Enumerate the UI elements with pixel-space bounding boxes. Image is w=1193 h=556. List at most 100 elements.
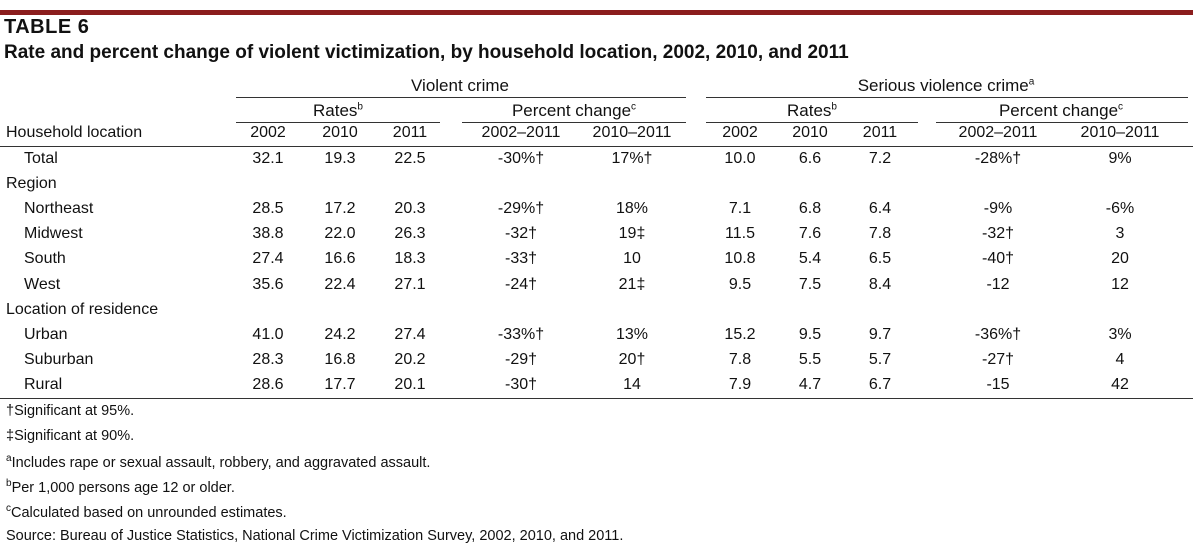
row-label: South	[24, 250, 66, 268]
column-header-2010: 2010	[322, 124, 358, 141]
table-cell: 19.3	[324, 150, 356, 167]
table-cell: 22.0	[324, 225, 356, 243]
table-cell: 18.3	[394, 250, 426, 268]
source-note: Source: Bureau of Justice Statistics, Na…	[6, 528, 624, 544]
table-cell: 6.4	[868, 200, 892, 218]
group-violent-crime: Violent crime	[411, 76, 509, 95]
table-row: Suburban 28.3 16.8 20.2 -29† 20† 7.8 5.5 5.7 -27†…	[0, 349, 1193, 374]
table-cell: 10.8	[724, 250, 756, 268]
table-cell: -33†	[504, 250, 538, 268]
table-number: TABLE 6	[4, 16, 90, 38]
table-cell: -33%†	[497, 325, 545, 343]
table-cell: 7.9	[728, 375, 752, 393]
table-cell: 14	[623, 375, 641, 393]
table-cell: 9.7	[868, 325, 892, 343]
footnote-significance-90: ‡Significant at 90%.	[6, 428, 135, 444]
table-cell: 11.5	[725, 225, 755, 243]
subgroup-pct-serious: Percent changec	[998, 101, 1124, 120]
row-label: Total	[24, 150, 58, 167]
table-cell: 27.1	[394, 275, 426, 293]
column-header-2011: 2011	[392, 124, 428, 141]
group-rule-serious	[706, 97, 1188, 98]
table-cell: -27†	[981, 350, 1015, 368]
table-row: Rural 28.6 17.7 20.1 -30† 14 7.9 4.7 6.7 -15 42	[0, 374, 1193, 399]
group-serious-violence: Serious violence crimea	[857, 76, 1035, 95]
table-row: Total 32.1 19.3 22.5 -30%† 17%† 10.0 6.6 7.2 -28%…	[0, 148, 1193, 173]
table-row: Northeast 28.5 17.2 20.3 -29%† 18% 7.1 6.8 6.4 -9…	[0, 198, 1193, 223]
table-cell: 7.6	[798, 225, 822, 243]
footnote-significance-95: †Significant at 95%.	[6, 403, 135, 419]
column-header-2010-2011: 2010–2011	[1080, 124, 1160, 141]
table-title: Rate and percent change of violent victi…	[4, 42, 849, 63]
table-cell: 7.5	[798, 275, 822, 293]
table-cell: 15.2	[724, 325, 756, 343]
subgroup-pct-violent: Percent changec	[511, 101, 637, 120]
table-cell: 7.8	[868, 225, 892, 243]
table-cell: 9.5	[798, 325, 822, 343]
table-cell: 20.2	[394, 350, 426, 368]
table-cell: 28.6	[252, 375, 284, 393]
table-cell: -40†	[981, 250, 1015, 268]
table-cell: -32†	[981, 225, 1015, 243]
table-cell: -30†	[504, 375, 538, 393]
table-cell: 9.5	[728, 275, 752, 293]
top-accent-bar	[0, 10, 1193, 15]
section-row: Region	[0, 173, 1193, 198]
table-cell: -28%†	[974, 150, 1022, 167]
table-cell: 10	[623, 250, 641, 268]
table-cell: -24†	[504, 275, 538, 293]
table-cell: -12	[986, 275, 1010, 293]
column-header-location: Household location	[6, 124, 143, 141]
table-cell: 24.2	[324, 325, 356, 343]
footnote-b: bPer 1,000 persons age 12 or older.	[6, 478, 235, 496]
subgroup-rule	[236, 122, 440, 123]
table-cell: 28.5	[252, 200, 284, 218]
table-cell: 6.8	[798, 200, 822, 218]
subgroup-rule	[936, 122, 1188, 123]
table-cell: 6.5	[868, 250, 892, 268]
table-cell: 22.5	[394, 150, 426, 167]
table-row: Urban 41.0 24.2 27.4 -33%† 13% 15.2 9.5 9.7 -36%†…	[0, 324, 1193, 349]
table-cell: -36%†	[974, 325, 1022, 343]
section-row: Location of residence	[0, 299, 1193, 324]
table-cell: 8.4	[868, 275, 892, 293]
table-cell: 22.4	[324, 275, 356, 293]
table-cell: 7.1	[728, 200, 752, 218]
table-cell: 5.7	[868, 350, 892, 368]
row-label: Rural	[24, 375, 63, 393]
row-label: Urban	[24, 325, 68, 343]
table-row: South 27.4 16.6 18.3 -33† 10 10.8 5.4 6.5 -40† 20	[0, 248, 1193, 273]
table-cell: -29†	[504, 350, 538, 368]
table-cell: -29%†	[497, 200, 545, 218]
table-bottom-rule	[0, 398, 1193, 399]
subgroup-rates-violent: Ratesb	[313, 101, 363, 120]
table-cell: 20.1	[394, 375, 426, 393]
table-row: West 35.6 22.4 27.1 -24† 21‡ 9.5 7.5 8.4 -12 12	[0, 274, 1193, 299]
column-header-2002: 2002	[722, 124, 758, 141]
table-cell: 16.8	[324, 350, 356, 368]
column-header-2010-2011: 2010–2011	[592, 124, 672, 141]
row-label: West	[24, 275, 61, 293]
table-cell: 9%	[1108, 150, 1132, 167]
row-label: Midwest	[24, 225, 83, 243]
table-cell: 12	[1111, 275, 1129, 293]
table-cell: -6%	[1105, 200, 1135, 218]
table-cell: 17%†	[611, 150, 653, 167]
table-cell: 20†	[618, 350, 646, 368]
table-cell: 10.0	[724, 150, 756, 167]
table-cell: 18%	[615, 200, 649, 218]
column-header-2002: 2002	[250, 124, 286, 141]
table-cell: 19‡	[618, 225, 646, 243]
column-header-2011: 2011	[862, 124, 898, 141]
table-cell: -32†	[504, 225, 538, 243]
row-label: Northeast	[24, 200, 94, 218]
subgroup-rates-serious: Ratesb	[787, 101, 837, 120]
table-cell: 7.2	[868, 150, 892, 167]
table-cell: 20	[1111, 250, 1129, 268]
footnote-a: aIncludes rape or sexual assault, robber…	[6, 453, 431, 471]
table-cell: 6.6	[798, 150, 822, 167]
group-rule-violent	[236, 97, 686, 98]
table-cell: 17.7	[324, 375, 356, 393]
table-cell: 5.5	[798, 350, 822, 368]
table-cell: 26.3	[394, 225, 426, 243]
